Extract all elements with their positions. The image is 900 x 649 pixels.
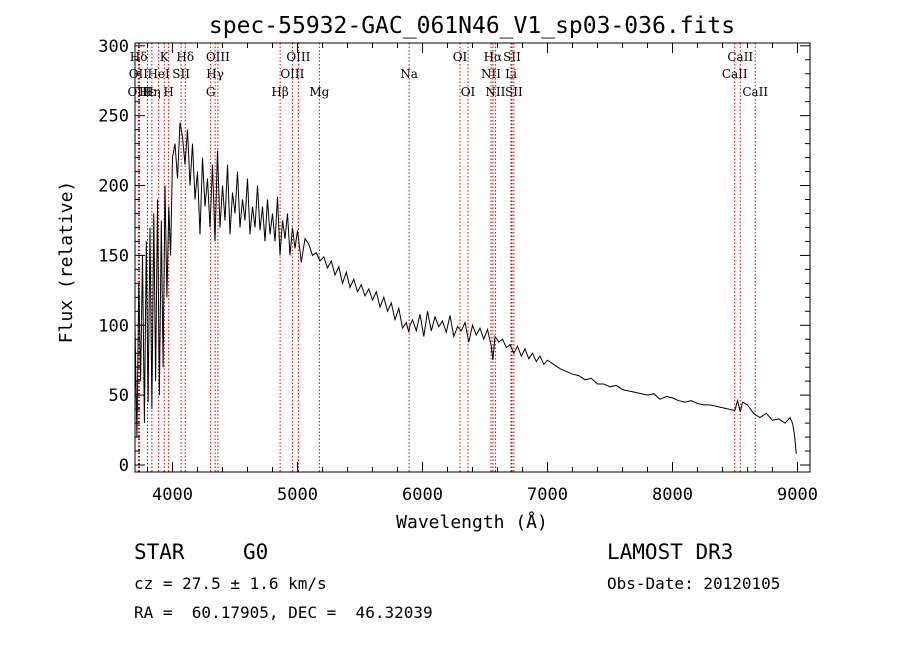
y-tick-label: 50 xyxy=(109,386,129,406)
spectral-line-label: SII xyxy=(503,50,521,64)
spectral-line-label: CaII xyxy=(727,50,753,64)
x-tick-label: 9000 xyxy=(777,485,818,505)
x-tick-label: 5000 xyxy=(277,485,318,505)
spectral-line-label: Li xyxy=(505,67,517,81)
x-tick-label: 4000 xyxy=(152,485,193,505)
spectral-line-label: G xyxy=(206,85,216,99)
spectral-line-label: OIII xyxy=(206,50,230,64)
spectral-line-label: SII xyxy=(505,85,523,99)
x-axis-label: Wavelength (Å) xyxy=(396,511,548,533)
spectral-line-label: Hβ xyxy=(271,85,288,99)
redshift-velocity: cz = 27.5 ± 1.6 km/s xyxy=(134,574,327,593)
survey-name: LAMOST DR3 xyxy=(607,540,734,564)
coordinates: RA = 60.17905, DEC = 46.32039 xyxy=(134,603,433,622)
spectral-line-label: Hδ xyxy=(176,50,194,64)
x-tick-label: 8000 xyxy=(652,485,693,505)
spectral-line-label: Hη xyxy=(143,85,161,99)
spectral-line-label: CaII xyxy=(742,85,768,99)
spectral-line-label: Na xyxy=(400,67,418,81)
spectral-line-label: CaII xyxy=(722,67,748,81)
x-tick-label: 6000 xyxy=(402,485,443,505)
spectrum-series-line xyxy=(134,122,797,454)
y-tick-label: 200 xyxy=(98,177,129,197)
y-tick-label: 150 xyxy=(98,246,129,266)
spectral-line-label: K xyxy=(160,50,170,64)
y-axis-label: Flux (relative) xyxy=(56,181,77,344)
spectral-line-label: HeI xyxy=(147,67,170,81)
spectral-line-markers: HδOIIOIIIHεHηHeIKHSIIHδOIIIHγGHβOIIIOIII… xyxy=(127,43,768,472)
spectral-line-label: H xyxy=(163,85,173,99)
observation-date: Obs-Date: 20120105 xyxy=(607,574,781,593)
spectral-line-label: NII xyxy=(481,67,501,81)
spectral-line-label: NII xyxy=(485,85,505,99)
chart-title: spec-55932-GAC_061N46_V1_sp03-036.fits xyxy=(209,13,735,39)
spectral-line-label: Hα xyxy=(484,50,503,64)
axis-ticks: 4000 5000 6000 7000 8000 9000 0 50 100 150 200 250 3… xyxy=(98,37,818,505)
spectral-line-label: OIII xyxy=(127,85,151,99)
y-tick-label: 300 xyxy=(98,37,129,57)
spectral-line-label: Hγ xyxy=(206,67,224,81)
spectral-line-label: OI xyxy=(461,85,476,99)
object-type: STAR xyxy=(134,540,185,564)
spectral-line-label: OIII xyxy=(280,67,304,81)
object-subclass: G0 xyxy=(243,540,269,564)
spectral-line-label: OI xyxy=(453,50,468,64)
spectral-line-label: SII xyxy=(172,67,190,81)
spectral-line-label: OIII xyxy=(286,50,310,64)
spectral-line-label: Mg xyxy=(309,85,329,99)
x-tick-label: 7000 xyxy=(527,485,568,505)
y-tick-label: 100 xyxy=(98,316,129,336)
plot-frame xyxy=(134,42,811,473)
y-tick-label: 250 xyxy=(98,107,129,127)
y-tick-label: 0 xyxy=(119,456,129,476)
